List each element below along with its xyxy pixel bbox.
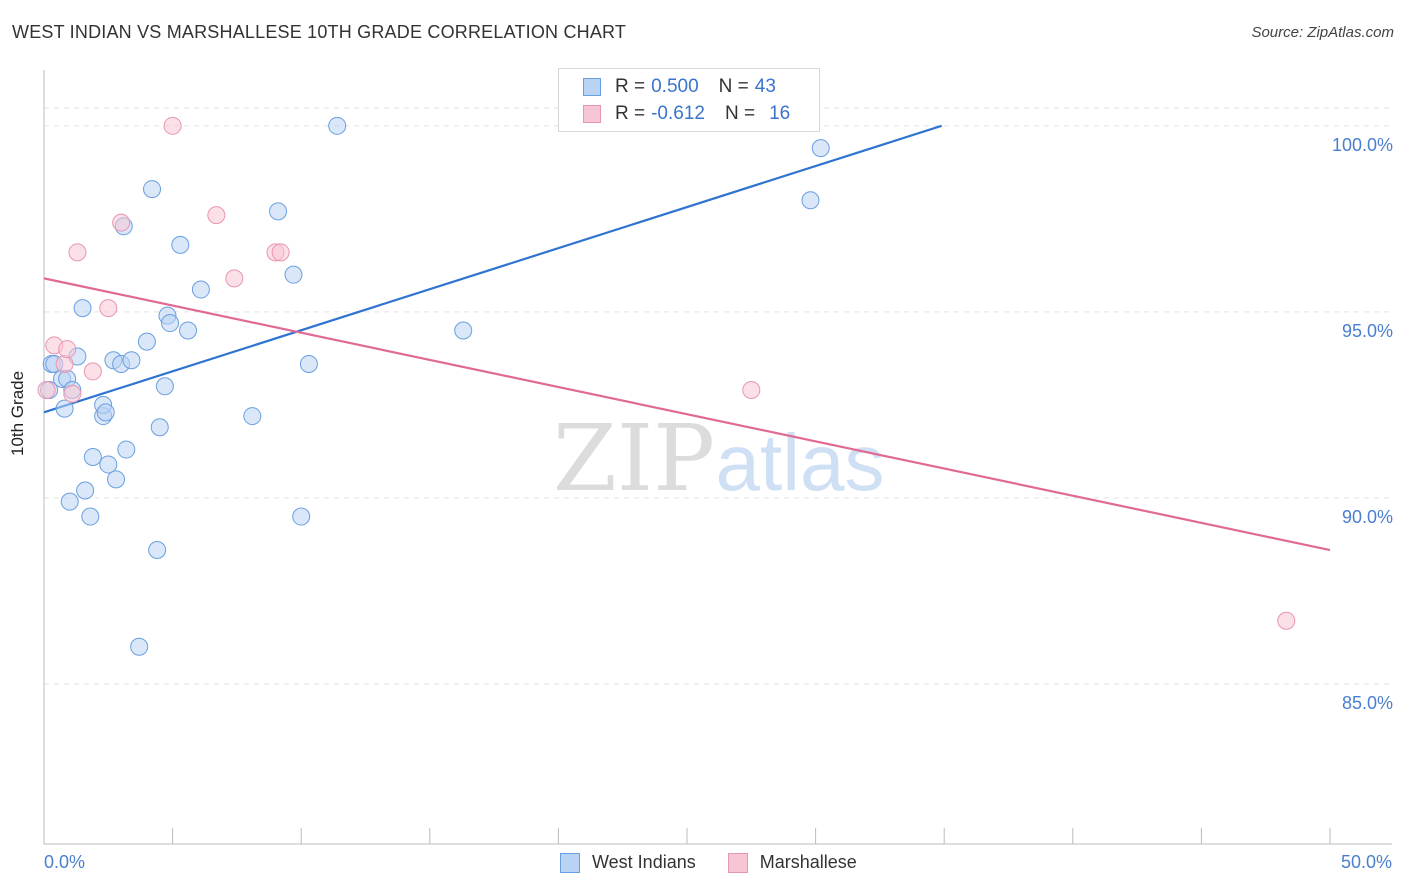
west-indians-point [130,637,149,656]
watermark-atlas: atlas [716,418,885,507]
stats-legend: R = 0.500 N = 43 R = -0.612 N = 16 [558,68,820,132]
west-indians-point [107,470,126,489]
marshallese-point [1277,611,1296,630]
r-value: -0.612 [651,103,705,124]
west-indians-point [179,321,198,340]
west-indians-swatch [583,78,601,96]
west-indians-point [117,440,136,459]
grid-lines [44,107,1392,685]
marshallese-point [225,269,244,288]
west-indians-point [96,403,115,422]
west-indians-point [191,280,210,299]
n-label: N = [718,76,749,97]
west-indians-point [284,265,303,284]
r-label: R = [615,76,646,97]
west-indians-point [801,191,820,210]
data-points [37,116,1296,656]
west-indians-point [76,481,95,500]
y-tick-label: 85.0% [1342,693,1393,713]
marshallese-point [207,206,226,225]
marshallese-point [63,384,82,403]
marshallese-point [83,362,102,381]
r-label: R = [615,103,646,124]
west-indians-point [83,448,102,466]
marshallese-point [55,354,74,373]
stats-row-marshallese: R = -0.612 N = 16 [583,102,790,126]
n-value: 43 [754,76,776,97]
west-indians-point [328,116,347,135]
west-indians-point [269,202,288,221]
y-tick-label: 90.0% [1342,507,1393,527]
marshallese-point [271,243,290,262]
legend-item-west-indians[interactable]: West Indians [560,852,696,873]
n-value: 16 [769,103,791,124]
west-indians-point [60,492,79,511]
west-indians-point [73,299,92,318]
watermark: ZIP atlas [553,405,885,512]
west-indians-trend-line [43,124,942,414]
west-indians-point [137,332,156,351]
marshallese-point [37,381,56,400]
stats-row-west-indians: R = 0.500 N = 43 [583,75,776,99]
source-credit: Source: ZipAtlas.com [1251,24,1394,41]
west-indians-point [99,455,118,474]
west-indians-point [299,354,318,373]
marshallese-swatch [583,105,601,123]
west-indians-point [55,399,74,418]
legend-label-west-indians: West Indians [592,852,696,872]
n-label: N = [724,103,756,124]
r-value: 0.500 [651,76,699,97]
west-indians-point [243,407,262,426]
west-indians-point [454,321,473,340]
axes [43,70,1392,845]
marshallese-point [58,340,77,359]
watermark-zip: ZIP [553,405,715,512]
west-indians-point [148,541,167,560]
marshallese-legend-swatch [727,852,748,873]
x-tick-label-min: 0.0% [44,852,86,872]
marshallese-point [742,381,761,400]
legend-item-marshallese[interactable]: Marshallese [727,852,857,873]
marshallese-point [68,243,87,262]
west-indians-point [811,139,830,158]
west-indians-point [143,180,162,199]
marshallese-point [99,299,118,318]
west-indians-point [81,507,100,526]
legend-label-marshallese: Marshallese [759,852,857,872]
west-indians-legend-swatch [560,852,580,873]
y-tick-labels: 85.0% 90.0% 95.0% 100.0% [1332,135,1393,713]
trend-lines [43,124,1331,552]
marshallese-trend-line [43,277,1331,552]
y-axis-label: 10th Grade [8,370,27,456]
west-indians-point [122,351,141,370]
y-tick-label: 100.0% [1332,135,1393,155]
west-indians-point [292,507,311,526]
west-indians-point [155,377,174,396]
y-tick-label: 95.0% [1342,321,1393,341]
west-indians-point [171,235,190,254]
x-tick-label-max: 50.0% [1340,852,1392,872]
marshallese-point [112,213,131,232]
chart-title: WEST INDIAN VS MARSHALLESE 10TH GRADE CO… [12,22,627,42]
west-indians-point [150,418,169,437]
west-indians-point [161,314,180,333]
marshallese-point [163,116,182,135]
series-legend: West Indians Marshallese [560,852,889,873]
